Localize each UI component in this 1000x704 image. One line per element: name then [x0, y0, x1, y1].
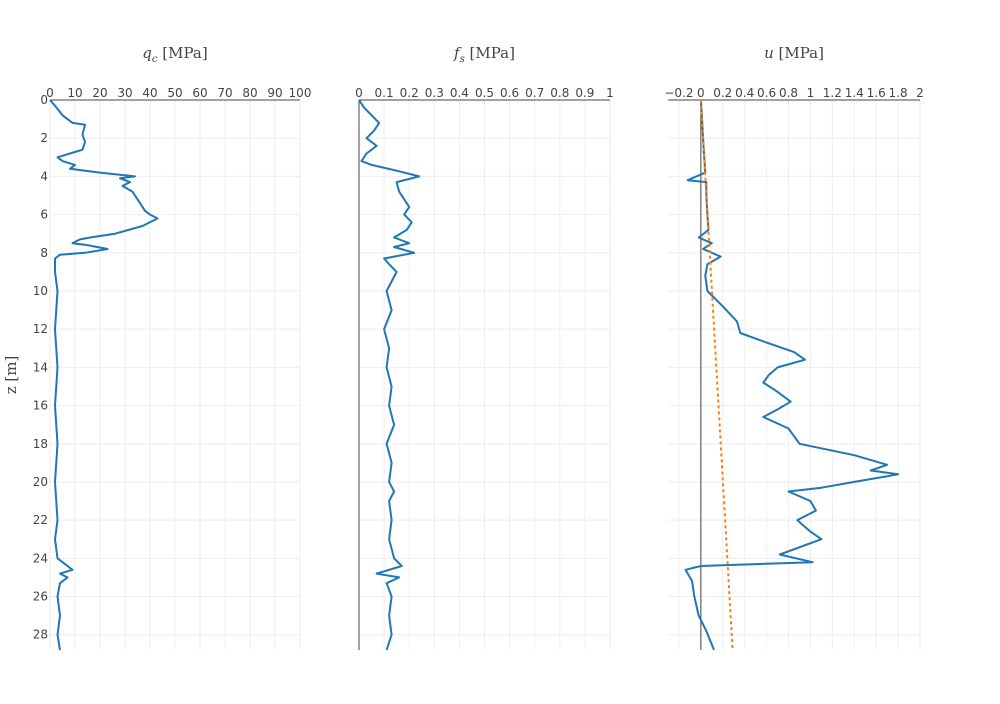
y-tick-label: 6 — [40, 208, 48, 222]
x-tick-label: 1.8 — [889, 86, 908, 100]
y-tick-label: 14 — [33, 360, 48, 374]
panel-title-unit: [MPa] — [465, 44, 515, 62]
y-tick-label: 18 — [33, 437, 48, 451]
panel-title-subscript: c — [152, 54, 158, 65]
x-tick-label: 20 — [92, 86, 107, 100]
x-tick-label: 0.5 — [475, 86, 494, 100]
y-tick-label: 20 — [33, 475, 48, 489]
x-tick-label: 60 — [192, 86, 207, 100]
x-tick-label: 0 — [697, 86, 705, 100]
x-tick-label: 70 — [217, 86, 232, 100]
panel-title: fs [MPa] — [453, 44, 515, 65]
y-tick-label: 12 — [33, 322, 48, 336]
x-tick-label: 50 — [167, 86, 182, 100]
panel-title: qc [MPa] — [142, 44, 207, 65]
y-tick-label: 0 — [40, 93, 48, 107]
series-line-qc-0 — [49, 99, 159, 651]
y-tick-label: 8 — [40, 246, 48, 260]
x-tick-label: 0.8 — [550, 86, 569, 100]
series-layer — [49, 99, 900, 651]
x-tick-label: 0.4 — [735, 86, 754, 100]
x-tick-label: 0.6 — [500, 86, 519, 100]
x-tick-label: 0.4 — [450, 86, 469, 100]
y-tick-label: 26 — [33, 590, 48, 604]
series-line-u-1 — [699, 99, 734, 651]
panel-title-symbol: u — [764, 44, 774, 62]
panel-title-subscript: s — [460, 54, 465, 65]
axes-layer — [50, 99, 920, 650]
y-tick-label: 24 — [33, 551, 48, 565]
panel-title-symbol: q — [142, 44, 152, 62]
x-tick-label: 10 — [67, 86, 82, 100]
x-tick-label: 0.6 — [757, 86, 776, 100]
y-tick-label: 28 — [33, 628, 48, 642]
series-line-fs-0 — [358, 99, 421, 651]
x-tick-label: 1 — [807, 86, 815, 100]
y-tick-label: 16 — [33, 399, 48, 413]
x-tick-label: −0.2 — [664, 86, 693, 100]
x-tick-label: 0.2 — [713, 86, 732, 100]
x-tick-label: 30 — [117, 86, 132, 100]
panel-title: u [MPa] — [764, 44, 824, 62]
x-tick-label: 100 — [289, 86, 312, 100]
y-tick-label: 22 — [33, 513, 48, 527]
grid-layer — [49, 100, 921, 650]
x-tick-label: 1.2 — [823, 86, 842, 100]
y-tick-label: 2 — [40, 131, 48, 145]
x-tick-label: 40 — [142, 86, 157, 100]
x-tick-label: 90 — [267, 86, 282, 100]
series-line-u-0 — [684, 99, 900, 651]
panel-title-symbol: f — [453, 44, 462, 62]
y-tick-label: 10 — [33, 284, 48, 298]
x-tick-label: 0.7 — [525, 86, 544, 100]
x-tick-label: 1 — [606, 86, 614, 100]
x-tick-label: 0 — [355, 86, 363, 100]
panel-title-unit: [MPa] — [158, 44, 208, 62]
x-tick-label: 0.3 — [425, 86, 444, 100]
x-tick-label: 1.6 — [867, 86, 886, 100]
y-tick-label: 4 — [40, 169, 48, 183]
x-tick-label: 0.2 — [400, 86, 419, 100]
x-tick-label: 0 — [46, 86, 54, 100]
x-tick-label: 0.1 — [375, 86, 394, 100]
x-tick-label: 0.8 — [779, 86, 798, 100]
x-tick-label: 0.9 — [575, 86, 594, 100]
x-tick-label: 80 — [242, 86, 257, 100]
y-axis-label: z [m] — [2, 356, 20, 395]
x-tick-label: 1.4 — [845, 86, 864, 100]
panel-title-unit: [MPa] — [774, 44, 824, 62]
x-tick-label: 2 — [916, 86, 924, 100]
